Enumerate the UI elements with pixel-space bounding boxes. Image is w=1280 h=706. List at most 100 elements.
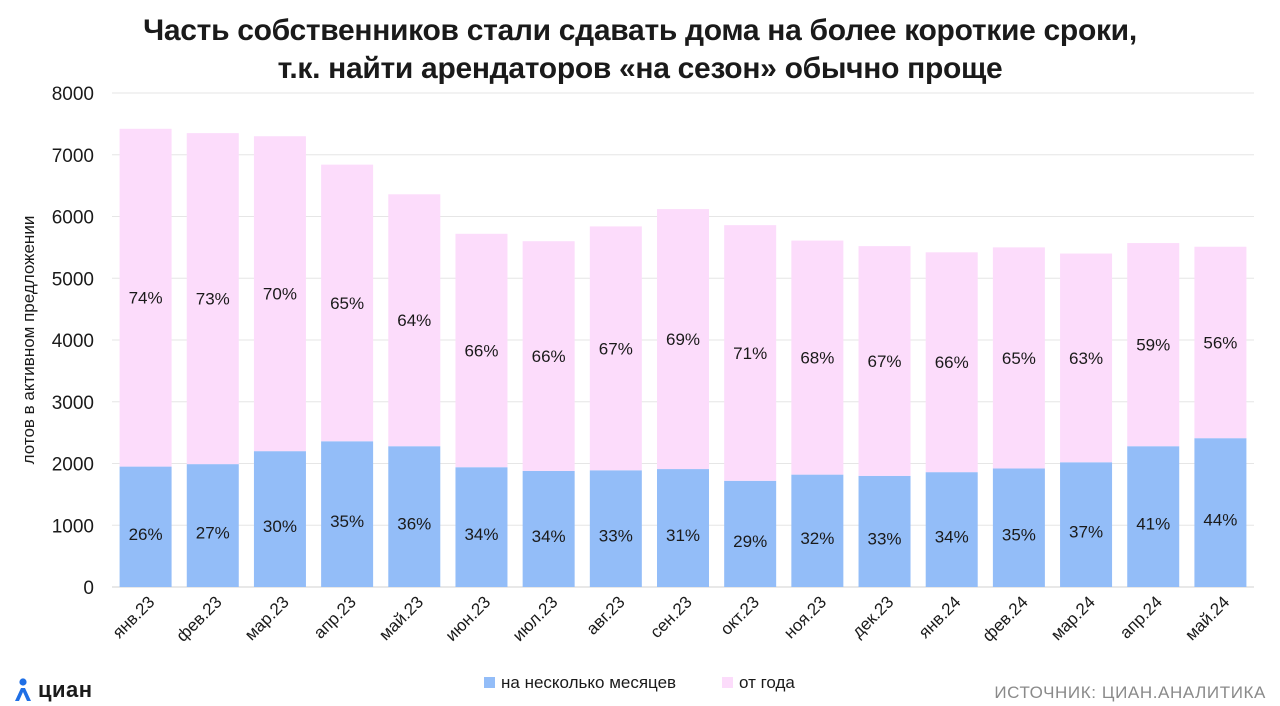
data-label-short-term: 35% (1002, 526, 1036, 545)
data-label-short-term: 33% (599, 527, 633, 546)
bar-short-term (455, 467, 508, 587)
y-tick-label: 6000 (52, 208, 94, 229)
data-label-long-term: 67% (599, 339, 633, 358)
chart-title: Часть собственников стали сдавать дома н… (0, 12, 1280, 88)
x-tick-label: мар.24 (1047, 592, 1099, 644)
title-line-2: т.к. найти арендаторов «на сезон» обычно… (277, 52, 1003, 85)
bar-short-term (1194, 438, 1247, 587)
bar-long-term (589, 226, 642, 471)
bar-long-term (925, 252, 978, 473)
data-label-short-term: 32% (800, 529, 834, 548)
bar-long-term (186, 133, 239, 465)
data-label-long-term: 65% (1002, 349, 1036, 368)
bar-long-term (858, 246, 911, 476)
x-tick-label: фев.23 (172, 592, 225, 645)
data-label-short-term: 36% (397, 515, 431, 534)
legend-swatch-short-term (484, 677, 495, 688)
data-label-long-term: 71% (733, 344, 767, 363)
x-tick-label: июл.23 (509, 592, 562, 645)
brand-name: циан (38, 677, 93, 702)
y-tick-label: 4000 (52, 331, 94, 352)
data-label-long-term: 68% (800, 349, 834, 368)
x-tick-label: июн.23 (442, 592, 495, 645)
bar-short-term (1127, 446, 1180, 587)
y-tick-label: 3000 (52, 393, 94, 414)
data-label-short-term: 26% (129, 525, 163, 544)
title-line-1: Часть собственников стали сдавать дома н… (143, 14, 1137, 47)
data-label-long-term: 64% (397, 311, 431, 330)
bar-short-term (589, 470, 642, 587)
y-tick-label: 2000 (52, 455, 94, 476)
bar-short-term (657, 469, 709, 587)
data-label-short-term: 37% (1069, 523, 1103, 542)
data-label-short-term: 34% (532, 527, 566, 546)
source-note: ИСТОЧНИК: ЦИАН.АНАЛИТИКА (994, 683, 1266, 702)
bar-short-term (724, 480, 777, 587)
bar-long-term (791, 240, 844, 475)
data-label-long-term: 56% (1203, 333, 1237, 352)
x-tick-label: мар.23 (241, 592, 293, 644)
bar-short-term (858, 475, 911, 587)
data-label-short-term: 34% (935, 528, 969, 547)
x-tick-label: апр.23 (310, 592, 360, 642)
legend-swatch-long-term (722, 677, 733, 688)
y-tick-label: 7000 (52, 146, 94, 167)
bar-long-term (522, 241, 575, 471)
bar-short-term (388, 446, 441, 587)
bar-long-term (455, 233, 508, 468)
bar-long-term (657, 209, 709, 470)
bar-short-term (253, 451, 306, 587)
bar-long-term (724, 225, 777, 481)
bar-long-term (1127, 243, 1180, 447)
y-tick-label: 0 (83, 578, 94, 599)
x-tick-label: фев.24 (979, 592, 1032, 645)
data-label-short-term: 30% (263, 517, 297, 536)
y-tick-label: 8000 (52, 84, 94, 105)
bar-short-term (119, 466, 172, 587)
cian-logo: циан (12, 677, 93, 703)
bar-long-term (388, 194, 441, 447)
legend-label-long-term: от года (739, 673, 795, 692)
data-label-long-term: 65% (330, 294, 364, 313)
legend-label-short-term: на несколько месяцев (501, 673, 676, 692)
data-label-long-term: 63% (1069, 349, 1103, 368)
bar-long-term (992, 247, 1045, 469)
data-label-short-term: 35% (330, 512, 364, 531)
bar-long-term (119, 128, 172, 467)
bar-short-term (925, 472, 978, 587)
bar-short-term (522, 470, 575, 587)
x-tick-label: дек.23 (848, 592, 897, 641)
data-label-long-term: 66% (935, 353, 969, 372)
data-label-long-term: 73% (196, 290, 230, 309)
data-label-long-term: 74% (129, 289, 163, 308)
x-tick-label: май.23 (375, 592, 427, 644)
x-tick-label: янв.23 (109, 592, 159, 642)
data-label-long-term: 70% (263, 285, 297, 304)
data-label-short-term: 29% (733, 532, 767, 551)
data-label-short-term: 33% (868, 529, 902, 548)
bar-short-term (992, 468, 1045, 587)
x-tick-label: май.24 (1181, 592, 1233, 644)
bar-short-term (321, 441, 374, 587)
bar-long-term (253, 136, 306, 452)
x-tick-label: янв.24 (915, 592, 965, 642)
bar-short-term (186, 464, 239, 587)
y-axis-title: лотов в активном предложении (19, 216, 38, 465)
data-label-long-term: 69% (666, 330, 700, 349)
data-label-short-term: 34% (464, 525, 498, 544)
y-tick-label: 1000 (52, 516, 94, 537)
bar-long-term (1060, 253, 1113, 463)
bar-short-term (791, 474, 844, 587)
data-label-short-term: 31% (666, 526, 700, 545)
x-tick-label: авг.23 (583, 592, 629, 638)
bar-long-term (1194, 246, 1247, 439)
data-label-short-term: 27% (196, 524, 230, 543)
data-label-long-term: 66% (464, 341, 498, 360)
bar-long-term (321, 164, 374, 442)
cian-logo-icon (15, 678, 31, 701)
x-tick-label: сен.23 (646, 592, 695, 641)
data-label-long-term: 59% (1136, 336, 1170, 355)
y-tick-label: 5000 (52, 269, 94, 290)
bar-short-term (1060, 462, 1113, 587)
